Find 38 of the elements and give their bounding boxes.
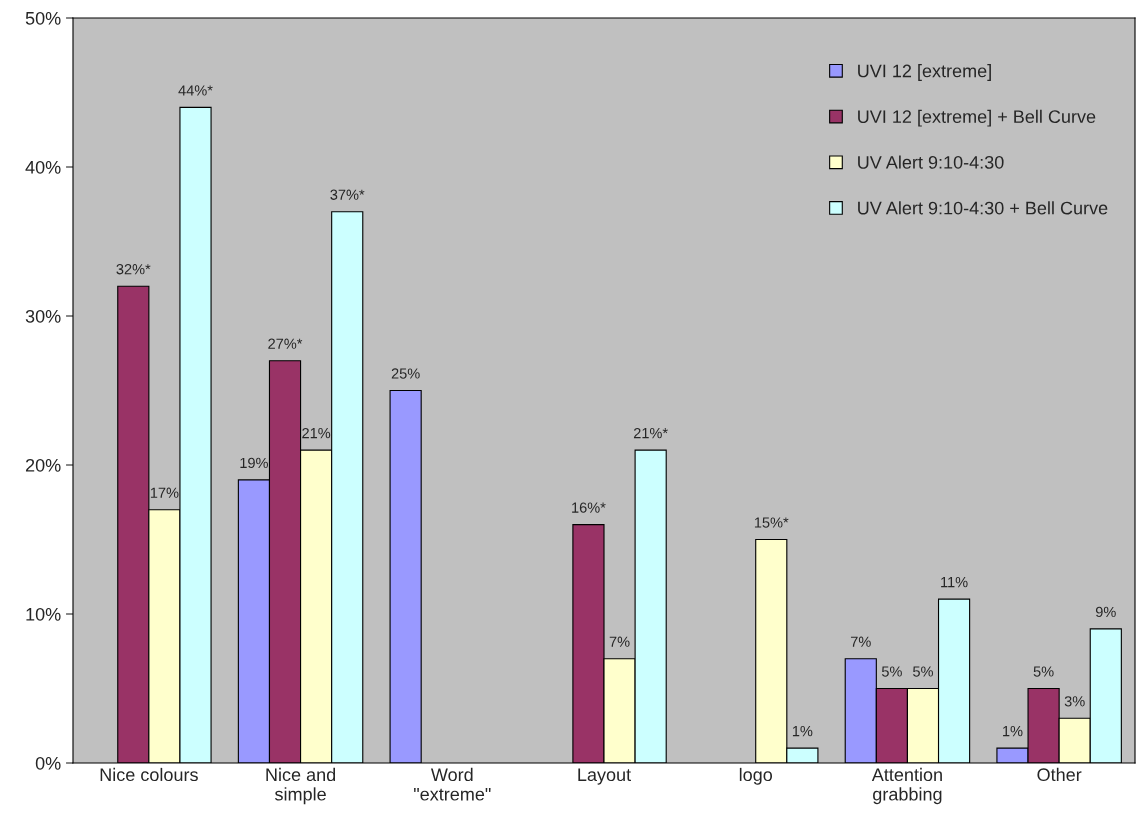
data-label: 16%* [572, 502, 606, 513]
data-label: 3% [1064, 696, 1085, 707]
data-label: 11% [941, 577, 968, 588]
data-label: 15%* [754, 517, 789, 528]
data-label: 17% [150, 487, 179, 498]
y-tick-label: 50% [25, 11, 61, 25]
y-tick-label: 20% [25, 458, 61, 472]
y-tick-label: 0% [35, 756, 61, 770]
data-label: 27%* [268, 338, 303, 349]
data-label: 5% [881, 666, 902, 677]
x-tick-label: Word "extreme" [414, 767, 491, 801]
y-tick-label: 40% [25, 160, 61, 174]
data-label: 32%* [116, 264, 151, 275]
data-label: 44%* [178, 85, 213, 96]
legend-label: UVI 12 [extreme] [858, 64, 991, 81]
data-label: 21% [302, 427, 331, 439]
data-label: 5% [913, 666, 933, 677]
y-tick-label: 10% [26, 607, 61, 621]
data-label: 7% [609, 636, 630, 647]
x-tick-label: Nice and simple [266, 767, 336, 805]
data-label: 1% [792, 726, 813, 737]
data-label: 5% [1033, 666, 1054, 677]
data-label: 1% [1003, 726, 1023, 737]
legend-label: UV Alert 9:10-4:30 + Bell Curve [858, 201, 1108, 215]
y-tick-label: 30% [25, 309, 61, 323]
x-tick-label: logo [739, 767, 773, 785]
data-label: 9% [1095, 606, 1116, 618]
x-tick-label: Nice colours [100, 767, 198, 782]
data-label: 19% [240, 457, 268, 469]
legend-label: UV Alert 9:10-4:30 [858, 155, 1004, 169]
data-label: 25% [391, 368, 420, 379]
x-tick-label: Other [1037, 767, 1082, 782]
data-label: 21%* [633, 427, 668, 439]
legend-label: UVI 12 [extreme] + Bell Curve [858, 109, 1096, 127]
x-tick-label: Attention grabbing [871, 767, 942, 805]
x-tick-label: Layout [578, 768, 631, 785]
data-label: 37%* [330, 189, 365, 200]
data-label: 7% [850, 636, 871, 647]
